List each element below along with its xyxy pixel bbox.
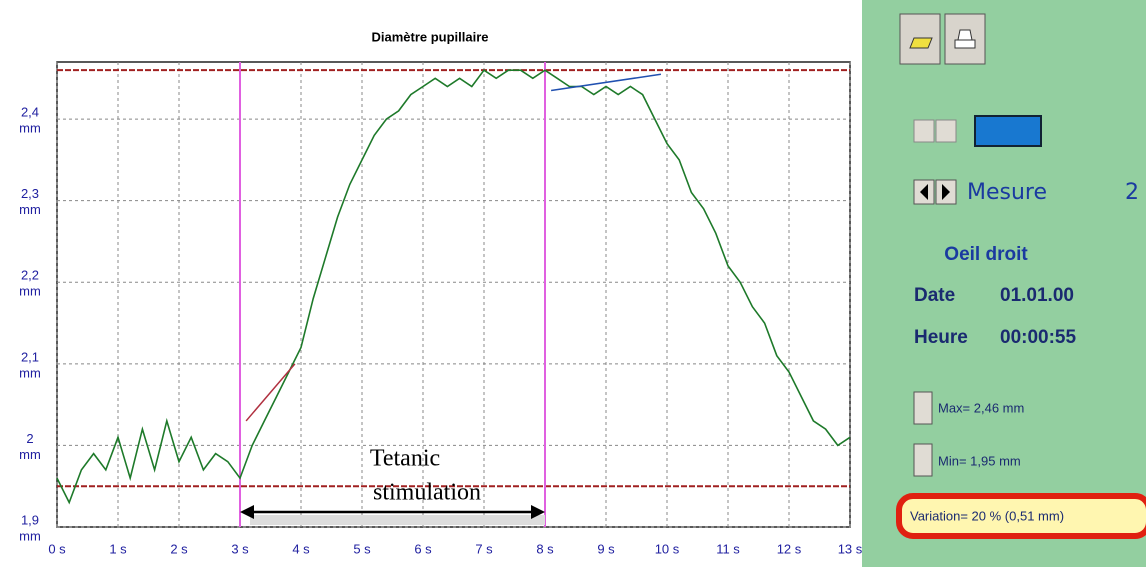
- prev-button[interactable]: [913, 119, 935, 143]
- y-unit: mm: [19, 121, 41, 136]
- annotation: stimulation: [373, 480, 481, 506]
- eye: Oeil droit: [944, 244, 1028, 265]
- time: 00:00:55: [1000, 327, 1076, 348]
- measure-number: 2: [1125, 180, 1139, 205]
- x-tick-label: 9 s: [597, 541, 615, 556]
- x-tick-label: 2 s: [170, 541, 188, 556]
- y-unit: mm: [19, 447, 41, 462]
- measure-label: Mesure: [967, 180, 1047, 205]
- y-unit: mm: [19, 528, 41, 543]
- x-tick-label: 11 s: [716, 541, 740, 556]
- panel: [862, 0, 1146, 567]
- x-tick-label: 13 s: [838, 541, 863, 556]
- fit-line: [245, 363, 296, 422]
- x-tick-label: 7 s: [475, 541, 493, 556]
- arrow-shadow: [250, 515, 545, 525]
- x-tick-label: 4 s: [292, 541, 310, 556]
- date-label: Date: [914, 285, 955, 306]
- chart-title: Diamètre pupillaire: [371, 29, 488, 44]
- color-box[interactable]: [974, 115, 1042, 147]
- next-button[interactable]: [935, 119, 957, 143]
- folder-icon: [909, 37, 933, 49]
- print-icon: [954, 29, 976, 49]
- x-tick-label: 5 s: [353, 541, 371, 556]
- x-tick-label: 0 s: [48, 541, 66, 556]
- y-tick-label: 2,2: [21, 268, 39, 283]
- arrow-left: [920, 184, 928, 200]
- y-tick-label: 2,4: [21, 105, 39, 120]
- y-unit: mm: [19, 284, 41, 299]
- y-tick-label: 1,9: [21, 512, 39, 527]
- x-tick-label: 10 s: [655, 541, 680, 556]
- max: Max= 2,46 mm: [938, 400, 1024, 415]
- annotation: Tetanic: [370, 446, 440, 472]
- max-spinner[interactable]: [913, 391, 933, 425]
- arrow-right: [942, 184, 950, 200]
- fit-line: [550, 73, 662, 92]
- plot-frame: [56, 61, 851, 528]
- x-tick-label: 12 s: [777, 541, 802, 556]
- x-tick-label: 6 s: [414, 541, 432, 556]
- x-tick-label: 8 s: [536, 541, 554, 556]
- time-label: Heure: [914, 327, 968, 348]
- min: Min= 1,95 mm: [938, 453, 1021, 468]
- y-unit: mm: [19, 365, 41, 380]
- series-line: [56, 69, 851, 505]
- y-tick-label: 2,3: [21, 186, 39, 201]
- y-unit: mm: [19, 202, 41, 217]
- min-spinner[interactable]: [913, 443, 933, 477]
- x-tick-label: 1 s: [109, 541, 127, 556]
- variation-box: [896, 493, 1146, 539]
- x-tick-label: 3 s: [231, 541, 249, 556]
- y-tick-label: 2: [26, 431, 33, 446]
- y-tick-label: 2,1: [21, 349, 39, 364]
- date: 01.01.00: [1000, 285, 1074, 306]
- variation: Variation= 20 % (0,51 mm): [910, 508, 1064, 523]
